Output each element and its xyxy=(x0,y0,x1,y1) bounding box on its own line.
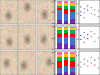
Bar xyxy=(57,68,62,73)
Point xyxy=(90,36,92,37)
Bar xyxy=(57,20,62,24)
Bar xyxy=(70,67,75,72)
Point xyxy=(90,31,92,32)
Point xyxy=(87,38,88,39)
Point xyxy=(90,63,92,64)
Bar xyxy=(57,73,62,75)
Point xyxy=(87,65,88,67)
Bar xyxy=(70,34,75,37)
Bar xyxy=(57,37,62,43)
Point xyxy=(90,7,92,8)
Bar xyxy=(57,30,62,34)
Bar xyxy=(64,28,68,30)
Point xyxy=(80,6,82,8)
Bar xyxy=(70,37,75,45)
Bar xyxy=(57,3,62,6)
Point xyxy=(83,37,85,38)
Bar xyxy=(70,57,75,61)
Point xyxy=(87,61,88,62)
Point xyxy=(94,41,96,42)
Point xyxy=(83,12,85,13)
Bar xyxy=(57,52,62,55)
Bar xyxy=(64,37,68,44)
Point xyxy=(94,64,96,66)
Bar xyxy=(64,21,68,24)
Point xyxy=(97,10,99,11)
Point xyxy=(80,67,82,68)
Point xyxy=(83,64,85,65)
Bar xyxy=(70,72,75,75)
Bar xyxy=(64,27,68,28)
Bar xyxy=(64,1,68,3)
Point xyxy=(80,62,82,63)
Point xyxy=(80,15,82,16)
Bar xyxy=(57,55,62,57)
Bar xyxy=(64,57,68,60)
Bar xyxy=(70,27,75,28)
Bar xyxy=(64,9,68,14)
Bar xyxy=(64,66,68,72)
Point xyxy=(97,58,99,59)
Bar xyxy=(57,34,62,37)
Bar xyxy=(70,1,75,3)
Point xyxy=(80,39,82,40)
Point xyxy=(83,17,85,18)
Bar xyxy=(70,28,75,30)
Bar xyxy=(70,30,75,34)
Bar xyxy=(64,33,68,37)
Bar xyxy=(64,44,68,49)
Bar xyxy=(64,60,68,66)
Bar xyxy=(70,19,75,24)
Point xyxy=(80,11,82,12)
Bar xyxy=(57,27,62,28)
Bar xyxy=(57,57,62,61)
Point xyxy=(94,9,96,11)
Bar xyxy=(70,12,75,19)
Bar xyxy=(70,54,75,57)
Bar xyxy=(57,1,62,3)
Bar xyxy=(57,6,62,8)
Point xyxy=(87,5,88,7)
Bar xyxy=(70,45,75,49)
Point xyxy=(80,35,82,36)
Point xyxy=(83,59,85,60)
Bar xyxy=(70,3,75,6)
Point xyxy=(97,16,99,17)
Bar xyxy=(64,6,68,9)
Bar xyxy=(57,28,62,30)
Point xyxy=(83,32,85,33)
Bar xyxy=(64,3,68,6)
Bar xyxy=(64,30,68,33)
Point xyxy=(97,68,99,69)
Point xyxy=(97,37,99,38)
Bar xyxy=(70,52,75,54)
Bar xyxy=(57,8,62,10)
Point xyxy=(94,60,96,61)
Bar xyxy=(57,61,62,68)
Point xyxy=(83,42,85,43)
Bar xyxy=(64,72,68,75)
Point xyxy=(87,34,88,35)
Bar xyxy=(70,61,75,67)
Point xyxy=(90,57,92,58)
Bar xyxy=(70,6,75,9)
Bar xyxy=(57,10,62,20)
Bar xyxy=(70,9,75,12)
Point xyxy=(87,10,88,11)
Point xyxy=(83,8,85,10)
Bar xyxy=(64,54,68,57)
Bar xyxy=(57,43,62,49)
Point xyxy=(94,14,96,15)
Bar xyxy=(64,14,68,21)
Bar xyxy=(64,52,68,54)
Point xyxy=(90,13,92,14)
Point xyxy=(94,33,96,35)
